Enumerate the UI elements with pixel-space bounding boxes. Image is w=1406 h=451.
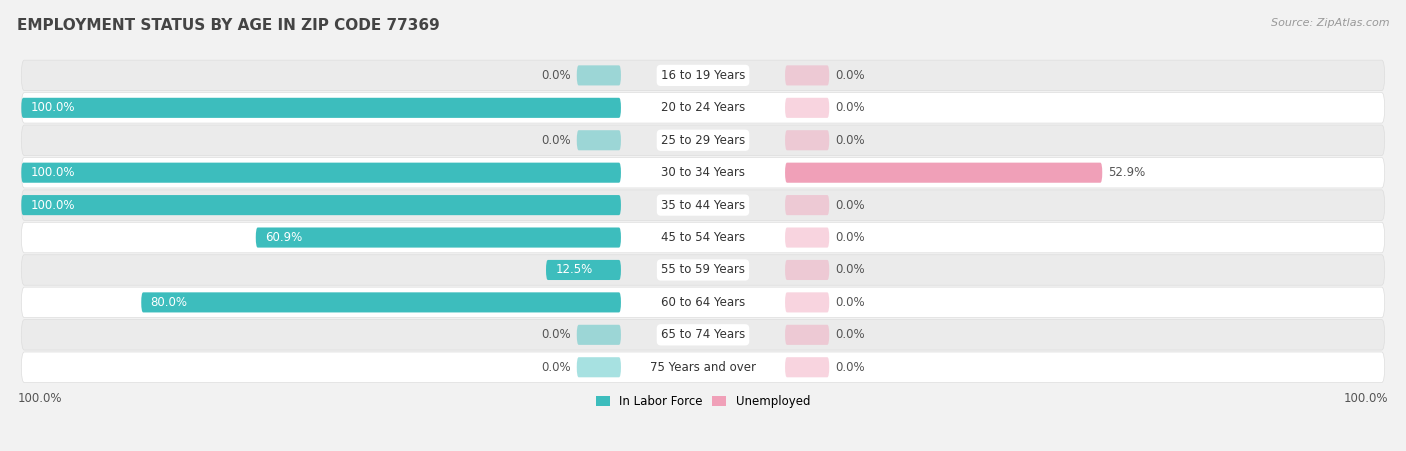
FancyBboxPatch shape [785, 163, 1102, 183]
Text: 30 to 34 Years: 30 to 34 Years [661, 166, 745, 179]
FancyBboxPatch shape [576, 130, 621, 150]
FancyBboxPatch shape [21, 222, 1385, 253]
Text: 0.0%: 0.0% [541, 328, 571, 341]
FancyBboxPatch shape [785, 325, 830, 345]
Text: 0.0%: 0.0% [835, 101, 865, 115]
FancyBboxPatch shape [785, 227, 830, 248]
Text: 0.0%: 0.0% [835, 296, 865, 309]
Text: 0.0%: 0.0% [835, 69, 865, 82]
Text: 100.0%: 100.0% [31, 166, 76, 179]
Text: 55 to 59 Years: 55 to 59 Years [661, 263, 745, 276]
Text: 52.9%: 52.9% [1108, 166, 1146, 179]
Text: 0.0%: 0.0% [541, 69, 571, 82]
Text: 60 to 64 Years: 60 to 64 Years [661, 296, 745, 309]
Text: 100.0%: 100.0% [31, 101, 76, 115]
Text: 0.0%: 0.0% [541, 361, 571, 374]
FancyBboxPatch shape [141, 292, 621, 313]
FancyBboxPatch shape [785, 98, 830, 118]
Text: 0.0%: 0.0% [835, 263, 865, 276]
FancyBboxPatch shape [21, 190, 1385, 221]
FancyBboxPatch shape [576, 325, 621, 345]
Text: 20 to 24 Years: 20 to 24 Years [661, 101, 745, 115]
FancyBboxPatch shape [546, 260, 621, 280]
Text: 0.0%: 0.0% [835, 328, 865, 341]
FancyBboxPatch shape [21, 352, 1385, 382]
Legend: In Labor Force, Unemployed: In Labor Force, Unemployed [591, 391, 815, 413]
Text: 35 to 44 Years: 35 to 44 Years [661, 198, 745, 212]
FancyBboxPatch shape [576, 357, 621, 377]
FancyBboxPatch shape [21, 60, 1385, 91]
FancyBboxPatch shape [785, 65, 830, 85]
FancyBboxPatch shape [785, 292, 830, 313]
Text: 0.0%: 0.0% [835, 134, 865, 147]
Text: 80.0%: 80.0% [150, 296, 188, 309]
FancyBboxPatch shape [21, 163, 621, 183]
FancyBboxPatch shape [21, 92, 1385, 123]
FancyBboxPatch shape [21, 125, 1385, 156]
Text: 100.0%: 100.0% [1343, 391, 1388, 405]
FancyBboxPatch shape [576, 65, 621, 85]
FancyBboxPatch shape [21, 157, 1385, 188]
Text: 16 to 19 Years: 16 to 19 Years [661, 69, 745, 82]
Text: 0.0%: 0.0% [835, 361, 865, 374]
Text: 12.5%: 12.5% [555, 263, 593, 276]
Text: 100.0%: 100.0% [18, 391, 63, 405]
FancyBboxPatch shape [785, 195, 830, 215]
FancyBboxPatch shape [785, 357, 830, 377]
FancyBboxPatch shape [256, 227, 621, 248]
Text: 100.0%: 100.0% [31, 198, 76, 212]
Text: 0.0%: 0.0% [835, 231, 865, 244]
Text: Source: ZipAtlas.com: Source: ZipAtlas.com [1271, 18, 1389, 28]
Text: 45 to 54 Years: 45 to 54 Years [661, 231, 745, 244]
Text: 65 to 74 Years: 65 to 74 Years [661, 328, 745, 341]
FancyBboxPatch shape [21, 255, 1385, 285]
Text: 25 to 29 Years: 25 to 29 Years [661, 134, 745, 147]
FancyBboxPatch shape [21, 320, 1385, 350]
Text: EMPLOYMENT STATUS BY AGE IN ZIP CODE 77369: EMPLOYMENT STATUS BY AGE IN ZIP CODE 773… [17, 18, 440, 33]
Text: 60.9%: 60.9% [266, 231, 302, 244]
Text: 0.0%: 0.0% [541, 134, 571, 147]
FancyBboxPatch shape [21, 287, 1385, 318]
FancyBboxPatch shape [785, 260, 830, 280]
Text: 0.0%: 0.0% [835, 198, 865, 212]
FancyBboxPatch shape [21, 98, 621, 118]
Text: 75 Years and over: 75 Years and over [650, 361, 756, 374]
FancyBboxPatch shape [785, 130, 830, 150]
FancyBboxPatch shape [21, 195, 621, 215]
